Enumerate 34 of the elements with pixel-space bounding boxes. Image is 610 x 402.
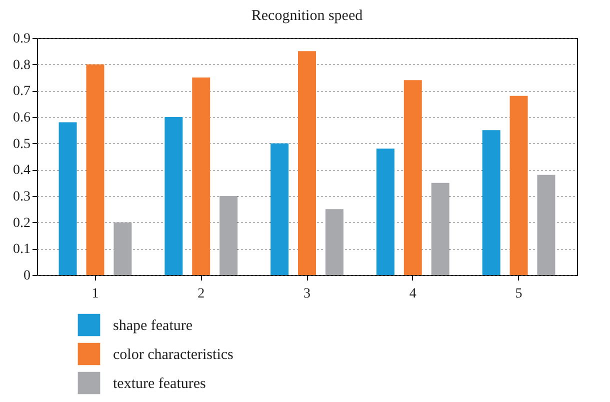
bar xyxy=(325,209,344,275)
bar xyxy=(510,96,528,275)
x-tick-label: 1 xyxy=(92,286,99,302)
bar xyxy=(58,122,77,275)
y-tick-label: 0.6 xyxy=(13,110,30,126)
chart-title: Recognition speed xyxy=(251,8,364,24)
x-tick-label: 3 xyxy=(304,286,310,302)
legend-label: shape feature xyxy=(113,318,193,334)
bar xyxy=(114,222,132,275)
y-tick-label: 0.1 xyxy=(13,242,30,258)
bar xyxy=(431,182,450,275)
y-tick-label: 0 xyxy=(24,268,30,284)
bar xyxy=(270,143,289,275)
legend-label: color characteristics xyxy=(113,347,234,363)
bar xyxy=(192,78,210,275)
x-tick-label: 4 xyxy=(409,286,416,302)
bar xyxy=(164,117,183,275)
bar xyxy=(220,196,238,275)
bar xyxy=(376,148,394,275)
y-tick-label: 0.9 xyxy=(13,32,30,46)
y-tick-label: 0.4 xyxy=(13,163,30,178)
x-tick-label: 2 xyxy=(198,286,205,302)
bar xyxy=(404,80,422,275)
bar xyxy=(537,174,556,275)
y-tick-label: 0.7 xyxy=(13,84,30,100)
x-tick-label: 5 xyxy=(515,286,522,302)
y-tick-label: 0.3 xyxy=(13,190,30,204)
bar xyxy=(482,130,500,275)
bar xyxy=(86,64,104,275)
y-tick-label: 0.5 xyxy=(13,136,30,152)
y-tick-label: 0.8 xyxy=(13,58,30,73)
legend-label: texture features xyxy=(113,376,206,392)
bar xyxy=(298,51,316,275)
y-tick-label: 0.2 xyxy=(13,216,30,231)
